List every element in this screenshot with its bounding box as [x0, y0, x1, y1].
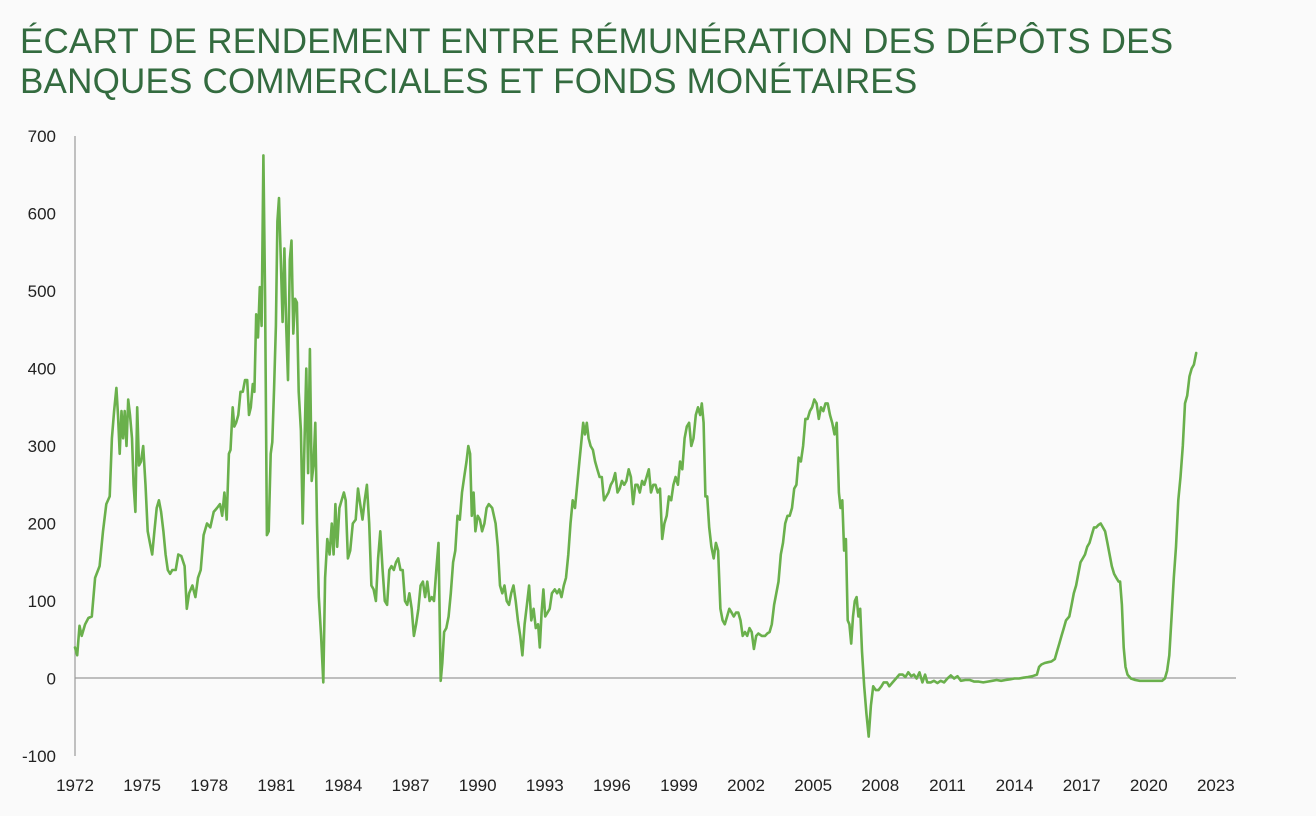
x-tick-label: 1984 [325, 776, 363, 795]
x-tick-label: 1990 [459, 776, 497, 795]
x-tick-label: 2005 [794, 776, 832, 795]
y-tick-labels: -100 0 100 200 300 400 500 600 700 [22, 127, 56, 766]
y-tick-label: 200 [28, 515, 56, 534]
y-tick-label: 100 [28, 592, 56, 611]
x-tick-label: 2023 [1197, 776, 1235, 795]
y-tick-label: 400 [28, 360, 56, 379]
x-tick-label: 2017 [1063, 776, 1101, 795]
x-tick-label: 1987 [392, 776, 430, 795]
x-tick-label: 1975 [123, 776, 161, 795]
y-tick-label: 500 [28, 282, 56, 301]
x-tick-label: 2002 [727, 776, 765, 795]
x-tick-label: 1972 [56, 776, 94, 795]
x-tick-label: 2020 [1130, 776, 1168, 795]
y-tick-label: 300 [28, 437, 56, 456]
x-tick-label: 2014 [996, 776, 1034, 795]
x-tick-label: 2011 [929, 776, 966, 795]
x-tick-label: 1999 [660, 776, 698, 795]
x-tick-labels: 1972 1975 1978 1981 1984 1987 1990 1993 1996 1999… [56, 776, 1235, 795]
x-tick-label: 1993 [526, 776, 564, 795]
x-tick-label: 1981 [257, 776, 295, 795]
x-tick-label: 1996 [593, 776, 631, 795]
y-tick-label: 600 [28, 205, 56, 224]
y-tick-label: -100 [22, 747, 56, 766]
series-line [73, 154, 1198, 738]
chart-title: ÉCART DE RENDEMENT ENTRE RÉMUNÉRATION DE… [20, 22, 1174, 101]
x-tick-label: 1978 [190, 776, 228, 795]
y-tick-label: 700 [28, 127, 56, 146]
y-tick-label: 0 [47, 670, 56, 689]
x-tick-label: 2008 [861, 776, 899, 795]
